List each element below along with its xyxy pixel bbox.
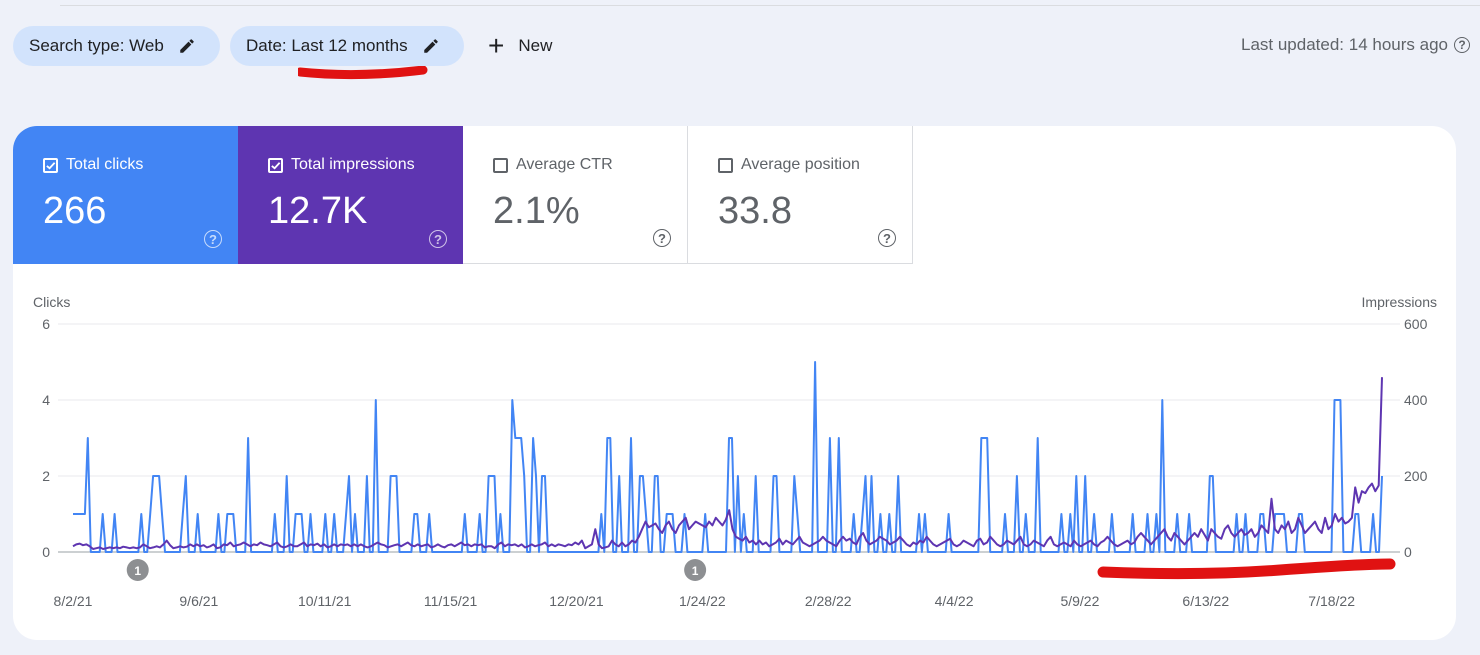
- left-tick-label: 6: [42, 316, 50, 332]
- last-updated-text: Last updated: 14 hours ago: [1241, 35, 1448, 54]
- right-tick-label: 0: [1404, 544, 1412, 560]
- last-updated-status: Last updated: 14 hours ago ?: [1241, 35, 1470, 55]
- series-line-impressions: [72, 377, 1383, 550]
- annotation-marker[interactable]: [126, 559, 149, 581]
- right-tick-label: 200: [1404, 468, 1428, 484]
- x-tick-label: 8/2/21: [54, 593, 93, 609]
- help-icon[interactable]: ?: [653, 229, 671, 247]
- checkbox-checked-icon[interactable]: [43, 157, 58, 173]
- date-filter-label: Date: Last 12 months: [246, 36, 408, 55]
- series-line-clicks: [73, 361, 1383, 553]
- x-tick-label: 9/6/21: [179, 593, 218, 609]
- metric-value: 12.7K: [268, 190, 368, 232]
- x-tick-label: 6/13/22: [1182, 593, 1229, 609]
- metric-total-clicks[interactable]: Total clicks 266 ?: [13, 126, 238, 264]
- x-tick-label: 2/28/22: [805, 593, 852, 609]
- checkbox-checked-icon[interactable]: [268, 157, 283, 173]
- red-underline-marker: [298, 66, 428, 80]
- metric-value: 2.1%: [493, 190, 580, 232]
- left-axis-label: Clicks: [33, 294, 70, 310]
- checkbox-unchecked-icon[interactable]: [718, 157, 733, 173]
- x-tick-label: 1/24/22: [679, 593, 726, 609]
- top-divider: [60, 5, 1480, 6]
- help-icon[interactable]: ?: [878, 229, 896, 247]
- search-type-filter-chip[interactable]: Search type: Web: [13, 26, 220, 66]
- checkbox-unchecked-icon[interactable]: [493, 157, 508, 173]
- x-tick-label: 10/11/21: [298, 593, 352, 609]
- x-tick-label: 12/20/21: [549, 593, 604, 609]
- edit-pencil-icon[interactable]: [422, 37, 440, 55]
- help-icon[interactable]: ?: [429, 230, 447, 248]
- x-tick-label: 5/9/22: [1060, 593, 1099, 609]
- annotation-label: 1: [134, 564, 141, 578]
- annotation-label: 1: [692, 564, 699, 578]
- right-axis-label: Impressions: [1362, 294, 1437, 310]
- metric-label: Total clicks: [66, 156, 144, 173]
- plus-icon: +: [488, 30, 505, 61]
- right-tick-label: 400: [1404, 392, 1428, 408]
- metric-value: 266: [43, 190, 107, 232]
- x-tick-label: 7/18/22: [1308, 593, 1355, 609]
- new-filter-button[interactable]: + New: [480, 26, 552, 66]
- metric-value: 33.8: [718, 190, 792, 232]
- red-underline-marker: [1097, 558, 1396, 580]
- help-icon[interactable]: ?: [204, 230, 222, 248]
- edit-pencil-icon[interactable]: [178, 37, 196, 55]
- right-tick-label: 600: [1404, 316, 1428, 332]
- left-tick-label: 2: [42, 468, 50, 484]
- metric-average-position[interactable]: Average position 33.8 ?: [688, 126, 913, 264]
- left-tick-label: 0: [42, 544, 50, 560]
- metric-label: Total impressions: [291, 156, 415, 173]
- metric-average-ctr[interactable]: Average CTR 2.1% ?: [463, 126, 688, 264]
- metric-label: Average position: [741, 156, 860, 173]
- date-filter-chip[interactable]: Date: Last 12 months: [230, 26, 464, 66]
- metric-total-impressions[interactable]: Total impressions 12.7K ?: [238, 126, 463, 264]
- x-tick-label: 4/4/22: [935, 593, 974, 609]
- help-icon[interactable]: ?: [1454, 37, 1470, 53]
- search-type-label: Search type: Web: [29, 36, 164, 55]
- left-tick-label: 4: [42, 392, 50, 408]
- new-button-label: New: [518, 36, 553, 55]
- metric-label: Average CTR: [516, 156, 613, 173]
- x-tick-label: 11/15/21: [424, 593, 478, 609]
- performance-card: Total clicks 266 ? Total impressions 12.…: [13, 126, 1456, 640]
- annotation-marker[interactable]: [684, 559, 707, 581]
